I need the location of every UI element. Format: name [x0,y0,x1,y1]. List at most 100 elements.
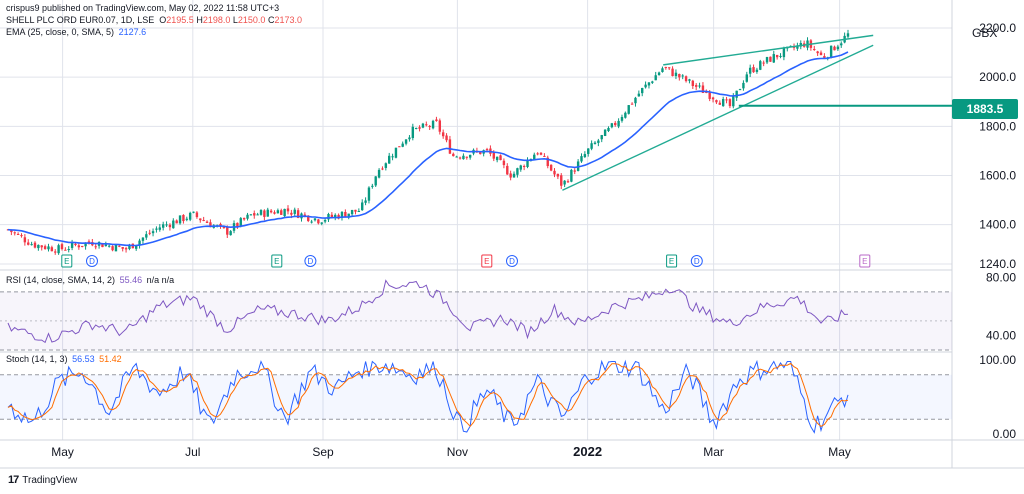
candles-layer [6,29,850,255]
candle-body [765,57,769,63]
ohlc-low: L2150.0 [232,15,266,25]
candle-body [16,233,20,235]
candle-body [728,99,732,107]
candle-body [485,149,489,151]
candle-body [242,217,246,220]
candle-body [104,244,108,247]
candle-body [522,166,526,168]
candle-body [377,169,381,178]
candle-body [495,156,499,161]
ohlc-open: O2195.5 [159,15,194,25]
candle-body [296,210,300,218]
price-tick-label: 1800.0 [979,119,1016,133]
candle-body [20,235,23,237]
ema-layer [7,51,849,247]
candle-body [664,67,668,69]
dividend-marker-icon [690,255,703,267]
candle-body [721,99,725,107]
candle-body [701,85,705,93]
candle-body [54,251,57,253]
candle-body [209,222,212,228]
earnings-marker-icon [271,254,283,268]
candle-body [583,154,587,158]
candle-body [43,246,47,249]
earnings-marker-icon [859,254,871,268]
candle-body [327,214,330,220]
candle-body [590,143,593,149]
candle-body [347,213,350,218]
candle-body [344,211,347,218]
candle-body [516,168,519,175]
candle-body [256,214,259,216]
stoch-label: Stoch (14, 1, 3) [6,354,68,364]
candle-body [607,127,610,132]
candle-body [165,224,168,226]
candle-body [600,135,603,140]
candle-body [313,218,317,221]
rsi-tick-label: 80.00 [986,270,1016,284]
candle-body [404,139,408,144]
candle-body [718,102,722,105]
publisher-line: crispus9 published on TradingView.com, M… [6,3,280,13]
stoch-k-line [7,359,849,434]
price-tag: 1883.5 [952,99,1018,119]
candle-body [350,209,354,215]
brand: 17 TradingView [8,474,77,486]
candle-body [226,227,229,235]
candle-body [67,249,70,251]
candle-body [539,152,543,155]
candle-body [175,220,178,224]
candle-body [688,79,691,81]
candle-body [161,224,165,228]
candle-body [519,165,522,170]
candle-body [118,245,121,247]
candle-body [236,222,239,227]
candle-body [647,82,651,86]
candle-body [259,210,263,215]
candle-body [458,157,462,159]
trend-line-0 [562,44,874,191]
candle-body [27,242,30,245]
price-tick-label: 2000.0 [979,70,1016,84]
candle-body [124,248,128,250]
candle-body [732,96,735,107]
candle-body [290,212,293,215]
candle-body [33,242,37,248]
candle-body [499,155,502,161]
candle-body [138,240,141,246]
candle-body [276,210,280,214]
candle-body [361,202,364,211]
candle-body [620,116,624,121]
candle-body [782,48,786,58]
candle-body [769,56,772,62]
candle-body [70,242,74,248]
pane-borders [0,0,1024,469]
candle-body [134,245,138,249]
candle-body [81,245,84,247]
candle-body [546,157,549,167]
candle-body [172,220,175,229]
candle-body [239,218,242,227]
candle-body [796,45,799,49]
time-tick-label: Jul [185,445,200,459]
candle-body [634,97,637,104]
candle-body [668,67,671,69]
candle-body [762,62,765,64]
candle-body [681,75,684,77]
event-marker-label: E [64,257,69,266]
candle-body [772,54,775,63]
candle-body [263,210,266,217]
stoch-tick-label: 100.00 [979,353,1016,367]
candle-body [168,224,172,228]
candle-body [151,231,155,234]
candle-body [705,91,708,93]
candle-body [438,120,442,132]
candle-body [813,48,816,51]
candle-body [50,247,54,252]
candle-body [462,155,465,160]
candle-body [479,151,482,155]
candle-body [566,181,570,183]
candle-body [755,69,759,72]
candle-body [87,241,91,243]
candle-body [748,67,752,74]
